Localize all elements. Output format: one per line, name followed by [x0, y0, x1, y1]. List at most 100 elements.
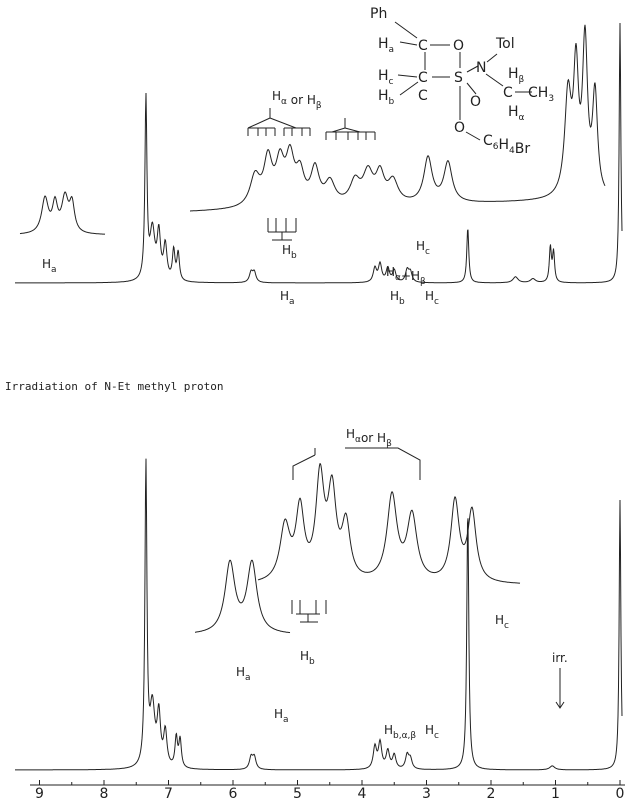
label-text: O	[470, 94, 481, 110]
tick-label: 3	[422, 786, 431, 800]
label-text: H	[508, 104, 519, 120]
label-text: H	[282, 243, 291, 257]
label: Hc	[378, 68, 394, 87]
label: Hc	[425, 289, 439, 307]
label: Hα	[508, 104, 525, 123]
label: Hαor Hβ	[346, 427, 392, 449]
label-subscript: 3	[548, 94, 554, 104]
label-subscript: a	[51, 265, 57, 275]
label-text: H	[416, 239, 425, 253]
label-text: N	[476, 60, 486, 76]
label-subscript: α	[355, 435, 361, 445]
label: Hβ	[508, 66, 525, 85]
label: Ph	[370, 6, 387, 22]
label-subscript: a	[245, 673, 251, 683]
label-subscript: β	[316, 101, 322, 111]
label: irr.	[552, 651, 568, 665]
label-text: H	[274, 707, 283, 721]
label: C	[418, 70, 428, 86]
spectrum-trace	[257, 463, 521, 584]
label-text: C	[418, 38, 428, 54]
label-subscript: b	[291, 251, 297, 261]
label-text: H	[390, 289, 399, 303]
label-text: H	[300, 649, 309, 663]
label-text: H	[378, 88, 389, 104]
label-text: H	[495, 613, 504, 627]
label-subscript: b,α,β	[393, 731, 416, 741]
label-text: H	[425, 289, 434, 303]
label-text: H	[280, 289, 289, 303]
label-subscript: b	[389, 97, 395, 107]
label: S	[454, 70, 463, 86]
spectrum-trace	[15, 22, 623, 284]
label-subscript: c	[434, 731, 439, 741]
label-text: H	[378, 36, 389, 52]
spectra	[15, 22, 623, 771]
label: Hb	[282, 243, 297, 261]
label-text: H	[386, 265, 395, 279]
label: Hb	[390, 289, 405, 307]
label: Hc	[425, 723, 439, 741]
label-text: H	[346, 427, 355, 441]
label: C	[418, 88, 428, 104]
label-text: H	[425, 723, 434, 737]
label: Irradiation of N-Et methyl proton	[5, 380, 224, 393]
x-axis: 9 8 7 6 5 4 3 2 1 0	[30, 780, 625, 800]
label: Hc	[416, 239, 430, 257]
tick-label: 8	[100, 786, 109, 800]
label-subscript: b	[309, 657, 315, 667]
label-subscript: c	[425, 247, 430, 257]
label-subscript: α	[519, 113, 525, 123]
label-text: H	[236, 665, 245, 679]
label-subscript: a	[389, 45, 395, 55]
label: O	[453, 38, 464, 54]
label: N	[476, 60, 486, 76]
label: C	[418, 38, 428, 54]
label-text: H	[508, 66, 519, 82]
tick-label: 4	[358, 786, 367, 800]
label: Ha	[42, 257, 57, 275]
spectrum-trace	[15, 458, 623, 771]
label: Hb	[378, 88, 395, 107]
label-subscript: 6	[493, 142, 499, 152]
spectrum-trace	[19, 191, 106, 235]
label-text: +H	[401, 269, 420, 283]
label-text: C	[483, 133, 493, 149]
label: Ha	[274, 707, 289, 725]
label-text: Irradiation of N-Et methyl proton	[5, 380, 224, 393]
label-subscript: a	[283, 715, 289, 725]
label-text: or H	[287, 93, 316, 107]
label-text: H	[384, 723, 393, 737]
label-subscript: c	[389, 77, 394, 87]
label: Tol	[495, 36, 515, 52]
multiplet-trees	[247, 108, 565, 709]
label: Hα or Hβ	[272, 89, 322, 111]
label-text: H	[272, 89, 281, 103]
tick-label: 6	[229, 786, 238, 800]
tick-label: 9	[35, 786, 44, 800]
label-text: Tol	[495, 36, 515, 52]
label-subscript: β	[420, 277, 426, 287]
tick-label: 1	[551, 786, 560, 800]
structure-bonds	[394, 21, 532, 141]
label: Hb	[300, 649, 315, 667]
tick-label: 0	[616, 786, 625, 800]
label: CH3	[528, 85, 554, 104]
label: C6H4Br	[483, 133, 530, 157]
label: O	[470, 94, 481, 110]
label-subscript: a	[289, 297, 295, 307]
label: Ha	[236, 665, 251, 683]
label-text: S	[454, 70, 463, 86]
label-text: H	[42, 257, 51, 271]
label-subscript: β	[386, 439, 392, 449]
label-subscript: c	[434, 297, 439, 307]
label-subscript: α	[281, 97, 287, 107]
label: C	[503, 85, 513, 101]
tick-label: 2	[487, 786, 496, 800]
label-text: C	[418, 88, 428, 104]
label: Hα+Hβ	[386, 265, 426, 287]
label-text: Ph	[370, 6, 387, 22]
label-subscript: c	[504, 621, 509, 631]
